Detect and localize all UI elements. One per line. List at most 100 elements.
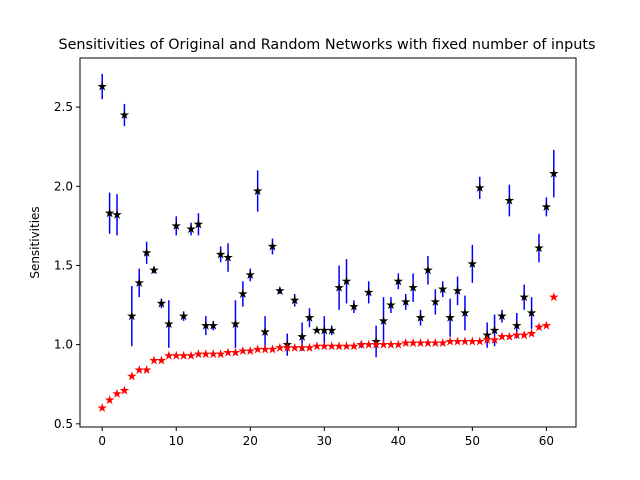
random-point: [149, 355, 159, 365]
random-point: [437, 338, 448, 348]
y-tick-label: 1.0: [54, 338, 73, 352]
random-point: [445, 336, 455, 346]
random-point: [400, 338, 411, 348]
original-point: [408, 282, 418, 292]
random-point: [512, 330, 522, 340]
random-point: [319, 341, 330, 351]
x-tick-label: 20: [243, 434, 258, 448]
random-point: [178, 350, 189, 360]
random-point: [460, 336, 470, 346]
original-point: [519, 292, 529, 302]
y-axis-title: Sensitivities: [28, 206, 42, 278]
original-point: [171, 220, 181, 230]
plot-area: [80, 58, 576, 427]
random-point: [482, 334, 492, 344]
original-point: [312, 325, 322, 335]
original-point: [526, 307, 537, 318]
random-point: [201, 349, 211, 359]
random-point: [127, 371, 137, 381]
x-tick-label: 60: [539, 434, 554, 448]
random-point: [430, 338, 441, 348]
original-point: [149, 265, 159, 275]
random-point: [504, 331, 515, 341]
random-point: [104, 395, 115, 405]
original-point: [297, 331, 307, 341]
original-point: [341, 276, 352, 286]
original-point: [134, 277, 144, 287]
original-point: [445, 312, 455, 322]
y-tick-label: 0.5: [54, 417, 73, 431]
original-point: [415, 312, 426, 322]
random-point: [230, 347, 241, 357]
random-point: [489, 334, 500, 344]
random-point: [245, 345, 256, 356]
original-point: [378, 315, 389, 325]
y-tick-label: 2.0: [54, 179, 73, 193]
random-point: [341, 341, 352, 351]
original-point: [119, 110, 130, 120]
original-point: [549, 168, 559, 178]
random-point: [312, 341, 322, 351]
random-point: [349, 341, 359, 351]
original-point: [452, 285, 463, 295]
random-point: [267, 344, 278, 354]
original-point: [326, 325, 337, 335]
original-point: [289, 295, 300, 305]
x-tick-label: 50: [465, 434, 480, 448]
original-point: [475, 182, 485, 192]
random-point: [208, 349, 219, 359]
random-point: [334, 341, 344, 351]
random-point: [526, 328, 537, 338]
random-point: [534, 322, 544, 332]
original-point: [363, 287, 374, 297]
original-point: [104, 208, 115, 218]
x-tick-label: 30: [317, 434, 332, 448]
original-point: [245, 269, 256, 280]
original-point: [534, 243, 544, 253]
random-point: [423, 338, 433, 348]
random-point: [193, 349, 204, 359]
original-point: [260, 326, 270, 337]
original-point: [112, 209, 122, 219]
original-point: [141, 247, 152, 257]
random-point: [282, 342, 293, 352]
random-point: [238, 345, 248, 356]
random-point: [260, 344, 270, 354]
x-axis: 0 10 20 30 40 50 60: [98, 427, 554, 448]
y-tick-label: 1.5: [54, 258, 73, 272]
original-point: [215, 249, 226, 259]
random-point: [386, 339, 396, 349]
random-point: [289, 342, 300, 352]
random-point: [371, 339, 381, 349]
random-point: [134, 364, 144, 375]
random-point: [497, 331, 507, 341]
original-point: [319, 325, 330, 335]
random-point: [452, 336, 463, 346]
original-point: [164, 319, 174, 329]
original-point: [127, 311, 137, 321]
random-point: [393, 339, 404, 349]
random-point: [141, 364, 152, 375]
original-point: [178, 311, 189, 321]
original-point: [386, 300, 396, 310]
plot-frame: [79, 57, 577, 428]
y-axis: 0.5 1.0 1.5 2.0 2.5: [54, 100, 80, 431]
original-point: [230, 319, 241, 329]
random-point: [467, 336, 478, 346]
random-point: [186, 350, 196, 360]
original-point: [223, 252, 233, 262]
random-point: [215, 349, 226, 359]
original-point: [430, 296, 441, 306]
original-point: [541, 201, 552, 211]
original-point: [460, 307, 470, 318]
original-point: [156, 298, 167, 308]
data-markers: [97, 81, 559, 413]
x-tick-label: 40: [391, 434, 406, 448]
random-point: [119, 385, 130, 395]
original-point: [497, 311, 507, 321]
random-point: [164, 350, 174, 360]
original-point: [400, 296, 411, 306]
original-point: [267, 241, 278, 251]
original-point: [186, 224, 196, 234]
original-point: [423, 265, 433, 275]
